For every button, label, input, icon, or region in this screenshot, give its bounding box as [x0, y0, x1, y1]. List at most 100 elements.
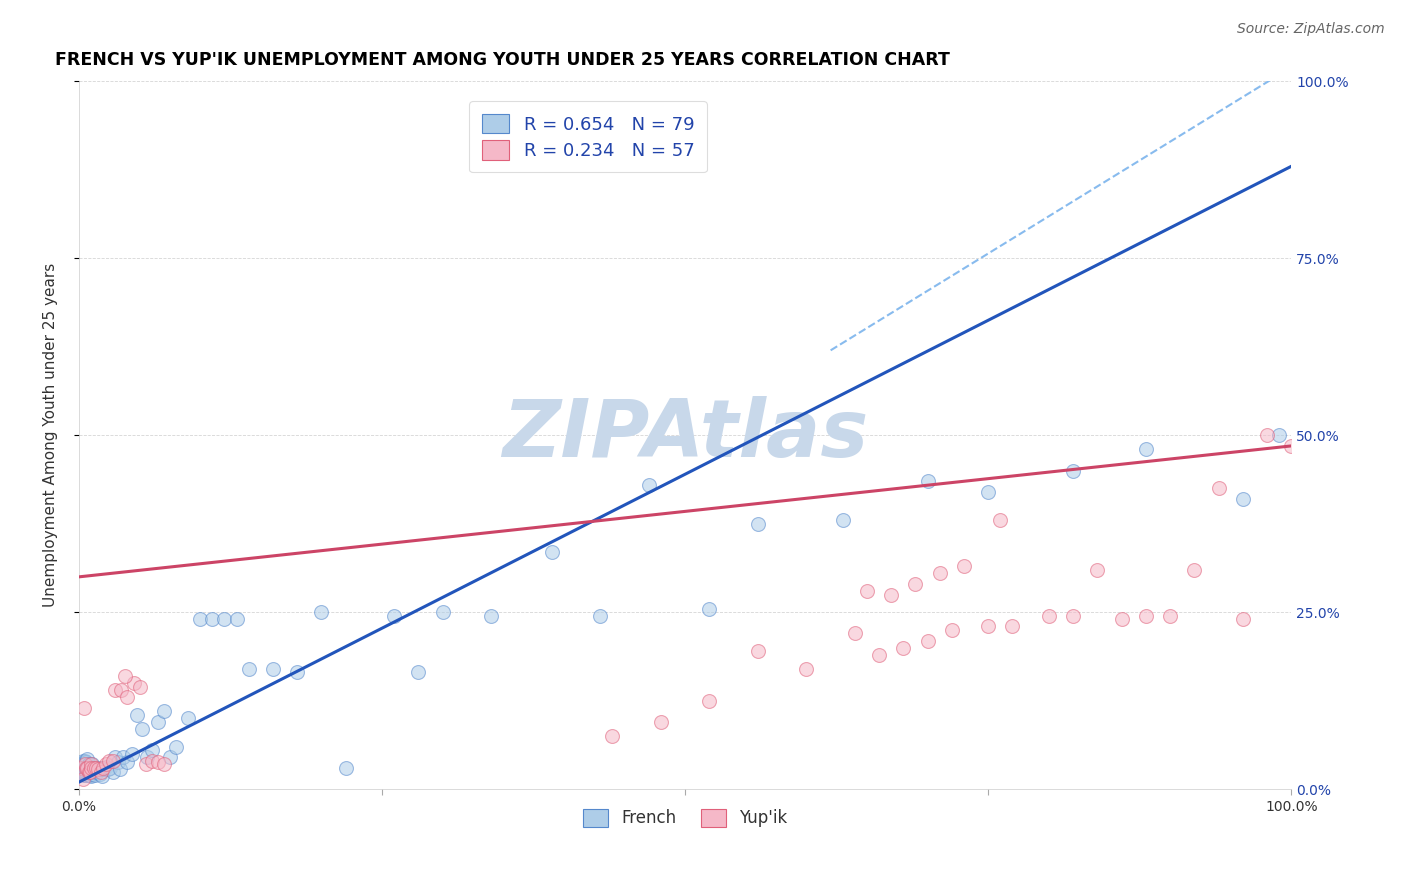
Point: [70, 757, 93, 772]
Point: [117, 690, 139, 705]
Point: [70, 761, 93, 775]
Point: [917, 475, 939, 489]
Point: [110, 683, 132, 698]
Point: [87, 763, 110, 777]
Point: [188, 612, 211, 626]
Point: [75, 761, 97, 775]
Point: [100, 761, 122, 775]
Point: [107, 756, 129, 770]
Point: [856, 584, 879, 599]
Point: [75, 756, 97, 770]
Point: [201, 612, 224, 626]
Point: [262, 662, 284, 676]
Point: [91, 769, 114, 783]
Point: [1001, 619, 1024, 633]
Point: [146, 756, 169, 770]
Point: [77, 764, 100, 779]
Point: [214, 612, 236, 626]
Point: [104, 683, 127, 698]
Point: [868, 648, 890, 662]
Point: [928, 566, 950, 581]
Point: [796, 662, 818, 676]
Point: [408, 665, 430, 680]
Point: [285, 665, 308, 680]
Point: [70, 761, 93, 775]
Text: FRENCH VS YUP'IK UNEMPLOYMENT AMONG YOUTH UNDER 25 YEARS CORRELATION CHART: FRENCH VS YUP'IK UNEMPLOYMENT AMONG YOUT…: [55, 51, 949, 69]
Point: [90, 761, 112, 775]
Point: [1062, 608, 1084, 623]
Point: [128, 680, 150, 694]
Point: [72, 764, 94, 779]
Point: [589, 608, 612, 623]
Point: [238, 662, 260, 676]
Point: [880, 588, 903, 602]
Point: [602, 729, 624, 743]
Point: [650, 714, 672, 729]
Point: [637, 478, 659, 492]
Point: [79, 764, 101, 779]
Point: [121, 747, 143, 761]
Point: [73, 757, 96, 772]
Point: [83, 764, 105, 779]
Point: [91, 761, 114, 775]
Point: [141, 754, 163, 768]
Point: [111, 750, 134, 764]
Point: [917, 633, 939, 648]
Point: [73, 754, 96, 768]
Point: [1256, 428, 1278, 442]
Point: [114, 669, 136, 683]
Point: [479, 608, 502, 623]
Point: [432, 605, 454, 619]
Point: [1062, 464, 1084, 478]
Point: [831, 513, 853, 527]
Point: [76, 766, 98, 780]
Point: [1038, 608, 1060, 623]
Point: [90, 764, 112, 779]
Point: [83, 761, 105, 775]
Point: [82, 757, 104, 772]
Point: [87, 763, 110, 777]
Point: [893, 640, 915, 655]
Point: [101, 754, 124, 768]
Point: [747, 644, 769, 658]
Point: [1135, 442, 1157, 457]
Point: [165, 739, 187, 754]
Point: [177, 711, 200, 725]
Point: [1208, 482, 1230, 496]
Point: [69, 764, 91, 779]
Point: [382, 608, 405, 623]
Point: [335, 761, 357, 775]
Point: [72, 754, 94, 768]
Point: [80, 769, 103, 783]
Point: [101, 764, 124, 779]
Point: [153, 704, 176, 718]
Point: [84, 761, 107, 775]
Point: [1232, 612, 1254, 626]
Point: [844, 626, 866, 640]
Point: [941, 623, 963, 637]
Point: [988, 513, 1011, 527]
Point: [94, 757, 117, 772]
Point: [83, 768, 105, 782]
Point: [131, 722, 153, 736]
Point: [311, 605, 333, 619]
Point: [80, 757, 103, 772]
Point: [73, 764, 96, 779]
Point: [82, 766, 104, 780]
Point: [108, 763, 131, 777]
Point: [79, 768, 101, 782]
Point: [699, 694, 721, 708]
Text: ZIPAtlas: ZIPAtlas: [502, 396, 869, 475]
Point: [977, 619, 1000, 633]
Point: [1182, 563, 1205, 577]
Point: [77, 768, 100, 782]
Point: [97, 763, 120, 777]
Point: [1279, 439, 1302, 453]
Point: [1159, 608, 1181, 623]
Point: [73, 701, 96, 715]
Y-axis label: Unemployment Among Youth under 25 years: Unemployment Among Youth under 25 years: [44, 263, 58, 607]
Point: [135, 757, 157, 772]
Point: [75, 768, 97, 782]
Point: [153, 757, 176, 772]
Point: [1135, 608, 1157, 623]
